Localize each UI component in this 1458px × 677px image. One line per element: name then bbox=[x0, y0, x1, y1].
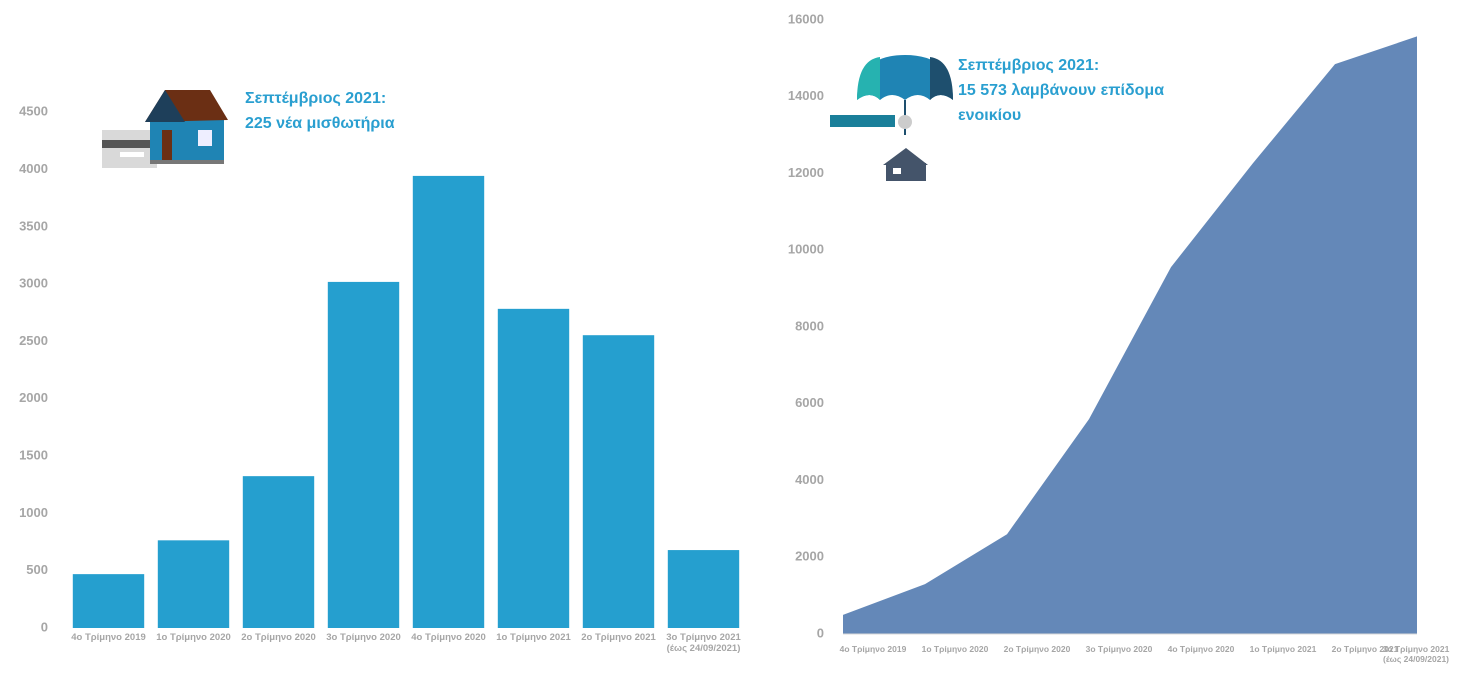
y-tick-label: 3500 bbox=[19, 218, 48, 233]
y-tick-label: 3000 bbox=[19, 276, 48, 291]
bar bbox=[72, 574, 145, 628]
x-tick-label: 1ο Τρίμηνο 2020 bbox=[921, 644, 989, 654]
x-tick-label: 2ο Τρίμηνο 2021 bbox=[1331, 644, 1399, 654]
y-tick-label: 2500 bbox=[19, 333, 48, 348]
y-tick-label: 10000 bbox=[788, 242, 824, 257]
y-tick-label: 8000 bbox=[795, 318, 824, 333]
area bbox=[843, 36, 1417, 635]
x-tick-label: 1ο Τρίμηνο 2021 bbox=[1249, 644, 1317, 654]
annotation-line: Σεπτέμβριος 2021: bbox=[245, 90, 387, 107]
x-tick-label: 2ο Τρίμηνο 2020 bbox=[1003, 644, 1071, 654]
annotation-line: 225 νέα μισθωτήρια bbox=[245, 115, 395, 132]
bar bbox=[582, 335, 655, 628]
x-tick-label: 2ο Τρίμηνο 2020 bbox=[241, 632, 316, 643]
x-tick-label: 3ο Τρίμηνο 2020 bbox=[326, 632, 401, 643]
house-icon bbox=[102, 90, 228, 168]
x-tick-label: 4ο Τρίμηνο 2020 bbox=[411, 632, 486, 643]
bar bbox=[327, 281, 400, 628]
y-tick-label: 16000 bbox=[788, 11, 824, 26]
y-tick-label: 1500 bbox=[19, 448, 48, 463]
bar bbox=[242, 476, 315, 628]
x-tick-label: 1ο Τρίμηνο 2020 bbox=[156, 632, 231, 643]
annotation-line: 15 573 λαμβάνουν επίδομα ενοικίου bbox=[958, 82, 1165, 124]
y-tick-label: 4500 bbox=[19, 104, 48, 119]
x-tick-label: 3ο Τρίμηνο 2021 (έως 24/09/2021) bbox=[1382, 644, 1450, 664]
y-tick-label: 0 bbox=[41, 619, 48, 634]
y-tick-label: 0 bbox=[817, 625, 824, 640]
y-tick-label: 4000 bbox=[19, 161, 48, 176]
y-tick-label: 500 bbox=[26, 562, 48, 577]
bar bbox=[412, 175, 485, 628]
bar bbox=[497, 308, 570, 628]
umbrella-icon bbox=[830, 55, 953, 181]
annotation: Σεπτέμβριος 2021: 15 573 λαμβάνουν επίδομ… bbox=[958, 53, 1223, 128]
y-tick-label: 1000 bbox=[19, 505, 48, 520]
y-tick-label: 14000 bbox=[788, 88, 824, 103]
x-tick-label: 2ο Τρίμηνο 2021 bbox=[581, 632, 656, 643]
x-tick-label: 3ο Τρίμηνο 2021 (έως 24/09/2021) bbox=[666, 632, 741, 654]
y-tick-label: 12000 bbox=[788, 165, 824, 180]
y-tick-label: 2000 bbox=[795, 549, 824, 564]
bar bbox=[667, 550, 740, 628]
y-tick-label: 6000 bbox=[795, 395, 824, 410]
x-tick-label: 4ο Τρίμηνο 2019 bbox=[839, 644, 907, 654]
annotation-line: Σεπτέμβριος 2021: bbox=[958, 57, 1100, 74]
annotation: Σεπτέμβριος 2021: 225 νέα μισθωτήρια bbox=[245, 86, 545, 136]
bar bbox=[157, 540, 230, 628]
y-tick-label: 2000 bbox=[19, 390, 48, 405]
x-tick-label: 3ο Τρίμηνο 2020 bbox=[1085, 644, 1153, 654]
x-tick-label: 4ο Τρίμηνο 2019 bbox=[71, 632, 146, 643]
x-tick-label: 4ο Τρίμηνο 2020 bbox=[1167, 644, 1235, 654]
x-tick-label: 1ο Τρίμηνο 2021 bbox=[496, 632, 571, 643]
y-tick-label: 4000 bbox=[795, 472, 824, 487]
